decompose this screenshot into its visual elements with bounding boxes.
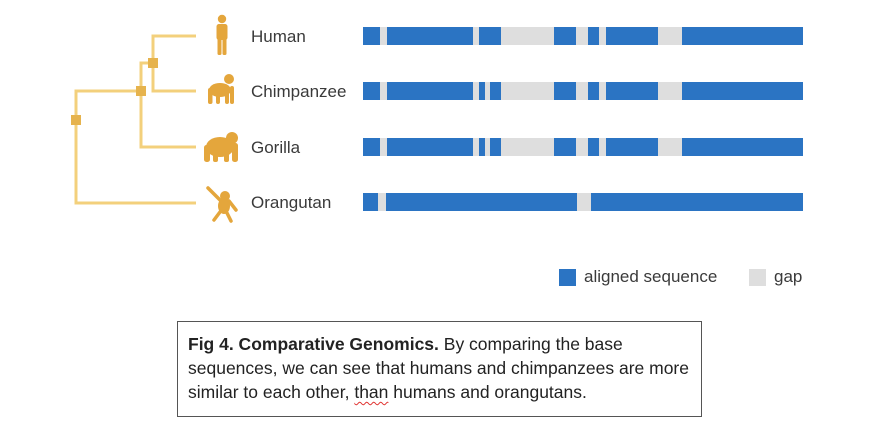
gorilla-icon: [204, 132, 238, 162]
legend-aligned: aligned sequence: [559, 267, 717, 287]
aligned-segment: [554, 138, 576, 156]
aligned-segment: [459, 27, 472, 45]
tree-node-human-chimp: [148, 58, 158, 68]
aligned-segment: [363, 27, 380, 45]
legend-swatch-gap: [749, 268, 766, 286]
sequence-bar-gorilla: [363, 138, 803, 156]
human-icon: [216, 14, 228, 55]
legend-gap: gap: [749, 267, 802, 287]
aligned-segment: [554, 82, 576, 100]
aligned-segment: [606, 138, 658, 156]
aligned-segment: [459, 82, 472, 100]
aligned-segment: [490, 138, 501, 156]
aligned-segment: [682, 82, 803, 100]
caption-body: By comparing the base sequences, we can …: [188, 334, 689, 402]
aligned-segment: [554, 27, 576, 45]
aligned-segment: [606, 27, 658, 45]
aligned-segment: [479, 27, 501, 45]
legend-label-gap: gap: [774, 267, 803, 286]
caption-flagged-word[interactable]: than: [354, 382, 389, 402]
aligned-segment: [682, 27, 803, 45]
sequence-bar-chimpanzee: [363, 82, 803, 100]
aligned-segment: [606, 82, 658, 100]
legend-label-aligned: aligned sequence: [584, 267, 718, 286]
species-label-human: Human: [251, 27, 306, 46]
aligned-segment: [459, 138, 472, 156]
aligned-segment: [363, 138, 380, 156]
aligned-segment: [682, 138, 803, 156]
aligned-segment: [490, 82, 501, 100]
chimpanzee-icon: [208, 74, 234, 104]
aligned-segment: [387, 138, 473, 156]
aligned-segment: [363, 82, 380, 100]
sequence-bar-human: [363, 27, 803, 45]
orangutan-icon: [206, 186, 238, 223]
aligned-segment: [387, 82, 473, 100]
aligned-segment: [588, 82, 599, 100]
aligned-segment: [588, 138, 599, 156]
species-label-orangutan: Orangutan: [251, 193, 332, 212]
aligned-segment: [387, 27, 473, 45]
caption-title: Fig 4. Comparative Genomics.: [188, 334, 439, 354]
caption-body-end: humans and orangutans.: [388, 382, 587, 402]
species-label-chimpanzee: Chimpanzee: [251, 82, 347, 101]
aligned-segment: [363, 193, 378, 211]
aligned-segment: [386, 193, 577, 211]
tree-node-great-apes: [71, 115, 81, 125]
aligned-segment: [479, 82, 485, 100]
aligned-segment: [479, 138, 485, 156]
tree-node-african-apes: [136, 86, 146, 96]
figure-caption: Fig 4. Comparative Genomics. By comparin…: [177, 321, 702, 417]
species-label-gorilla: Gorilla: [251, 138, 301, 157]
sequence-bar-orangutan: [363, 193, 803, 211]
aligned-segment: [588, 27, 599, 45]
aligned-segment: [591, 193, 803, 211]
legend-swatch-aligned: [559, 268, 576, 286]
